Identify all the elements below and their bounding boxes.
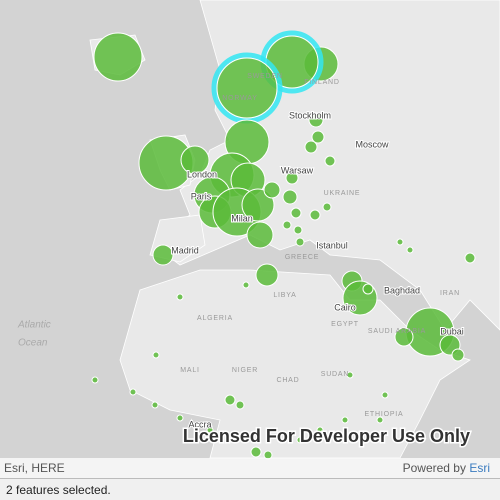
feature-symbol — [176, 414, 184, 422]
country-label: UKRAINE — [324, 190, 361, 197]
feature-symbol — [295, 237, 305, 247]
country-label: FINLAND — [304, 79, 340, 86]
feature-symbol — [91, 376, 99, 384]
city-label: Dubai — [440, 326, 464, 336]
feature-symbol — [180, 145, 210, 175]
city-label: Milan — [231, 213, 253, 223]
feature-symbol — [406, 246, 414, 254]
city-label: Cairo — [334, 302, 356, 312]
feature-symbol — [304, 140, 318, 154]
country-label: NIGER — [232, 367, 258, 374]
feature-symbol — [151, 401, 159, 409]
ocean-label: Ocean — [18, 338, 48, 349]
feature-symbol — [293, 225, 303, 235]
feature-symbol — [316, 426, 324, 434]
feature-symbols — [91, 30, 476, 460]
country-label: NORWAY — [222, 95, 257, 102]
city-label: London — [187, 169, 217, 179]
country-label: SUDAN — [321, 371, 350, 378]
feature-symbol — [282, 189, 298, 205]
feature-symbol — [324, 155, 336, 167]
city-label: Istanbul — [316, 240, 348, 250]
feature-symbol — [93, 32, 143, 82]
status-bar: 2 features selected. — [0, 478, 500, 500]
feature-symbol — [206, 426, 214, 434]
country-label: IRAN — [440, 290, 460, 297]
map-labels: SWEDEN FINLAND NORWAY Stockholm Moscow London… — [17, 73, 465, 431]
attribution-text: Esri, HERE — [4, 461, 65, 475]
feature-symbol — [381, 391, 389, 399]
city-label: Stockholm — [289, 110, 331, 120]
country-label: GREECE — [285, 254, 319, 261]
feature-symbol — [242, 281, 250, 289]
city-label: Warsaw — [281, 165, 314, 175]
ocean-label: Atlantic — [17, 320, 51, 331]
feature-symbol — [341, 416, 349, 424]
feature-symbol — [129, 388, 137, 396]
license-banner: Licensed For Developer Use Only — [183, 426, 470, 446]
feature-symbol — [152, 244, 174, 266]
feature-symbol — [464, 252, 476, 264]
feature-symbol — [346, 371, 354, 379]
feature-symbol — [396, 238, 404, 246]
feature-symbol — [224, 394, 236, 406]
feature-symbol — [296, 436, 304, 444]
map: SWEDEN FINLAND NORWAY Stockholm Moscow London… — [17, 0, 500, 460]
feature-symbol — [362, 283, 374, 295]
feature-symbol — [235, 400, 245, 410]
feature-symbol — [308, 112, 324, 128]
selection-halo — [260, 30, 324, 94]
country-label: MALI — [180, 367, 200, 374]
attribution-bar: Esri, HERE Powered by Esri — [0, 458, 500, 478]
feature-symbol — [255, 263, 279, 287]
city-label: Accra — [188, 419, 211, 429]
feature-symbol — [176, 293, 184, 301]
feature-symbol — [241, 188, 275, 222]
feature-symbol — [246, 221, 274, 249]
feature-symbol — [263, 181, 281, 199]
feature-symbol — [282, 220, 292, 230]
city-label: Madrid — [171, 245, 199, 255]
country-label: ETHIOPIA — [364, 411, 403, 418]
feature-symbol — [322, 202, 332, 212]
feature-symbol — [285, 171, 299, 185]
country-label: CHAD — [276, 377, 299, 384]
city-label: Baghdad — [384, 285, 420, 295]
country-label: LIBYA — [273, 292, 296, 299]
country-label: EGYPT — [331, 321, 359, 328]
powered-by-prefix: Powered by — [402, 461, 466, 475]
country-label: SAUDI ARABIA — [368, 328, 426, 335]
city-label: Paris — [191, 191, 212, 201]
esri-link[interactable]: Esri — [469, 461, 490, 475]
country-label: SWEDEN — [247, 73, 283, 80]
feature-symbol — [309, 209, 321, 221]
feature-symbol — [290, 207, 302, 219]
city-label: Moscow — [355, 139, 389, 149]
feature-symbol — [152, 351, 160, 359]
feature-symbol — [250, 446, 262, 458]
feature-symbol — [311, 130, 325, 144]
feature-symbol — [451, 348, 465, 362]
feature-symbol — [394, 327, 414, 347]
powered-by: Powered by Esri — [403, 461, 490, 475]
feature-symbol — [376, 416, 384, 424]
country-label: ALGERIA — [197, 315, 233, 322]
feature-symbol — [216, 57, 278, 119]
